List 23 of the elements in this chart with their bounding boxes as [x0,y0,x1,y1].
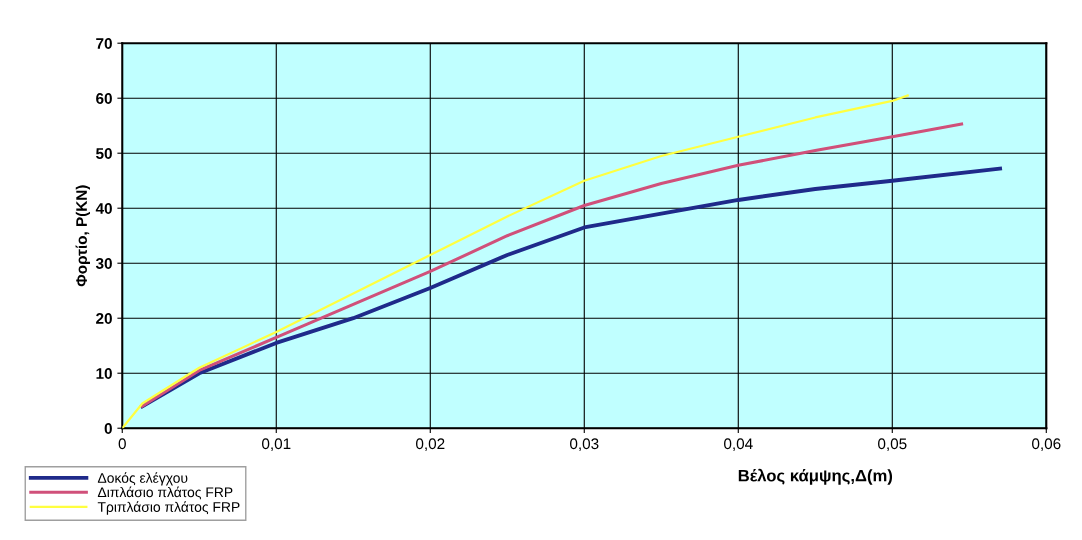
x-tick-label: 0,01 [262,438,291,451]
y-axis-title: Φορτίο, P(KN) [75,185,90,287]
legend-label: Διπλάσιο πλάτος FRP [97,486,233,500]
x-axis-title: Βέλος κάμψης,Δ(m) [738,468,893,485]
x-tick-label: 0,03 [570,438,599,451]
line-series [140,166,1003,409]
x-tick-label: 0,05 [878,438,907,451]
y-tick-label: 60 [96,93,112,104]
y-tick-label: 40 [95,203,112,214]
y-tick-label: 70 [96,38,112,49]
x-tick-label: 0 [118,438,126,450]
legend-label: Τριπλάσιο πλάτος FRP [97,501,240,515]
line-series [122,94,909,429]
x-tick-label: 0,04 [724,438,753,451]
x-tick-label: 0,06 [1032,438,1061,451]
y-tick-label: 50 [96,148,112,159]
line-series [140,122,964,408]
legend-label: Δοκός ελέγχου [97,472,188,486]
y-tick-label: 10 [96,368,112,379]
y-tick-label: 30 [95,258,112,269]
x-tick-label: 0,02 [416,438,445,451]
y-tick-label: 20 [96,313,112,324]
y-tick-label: 0 [104,423,112,434]
